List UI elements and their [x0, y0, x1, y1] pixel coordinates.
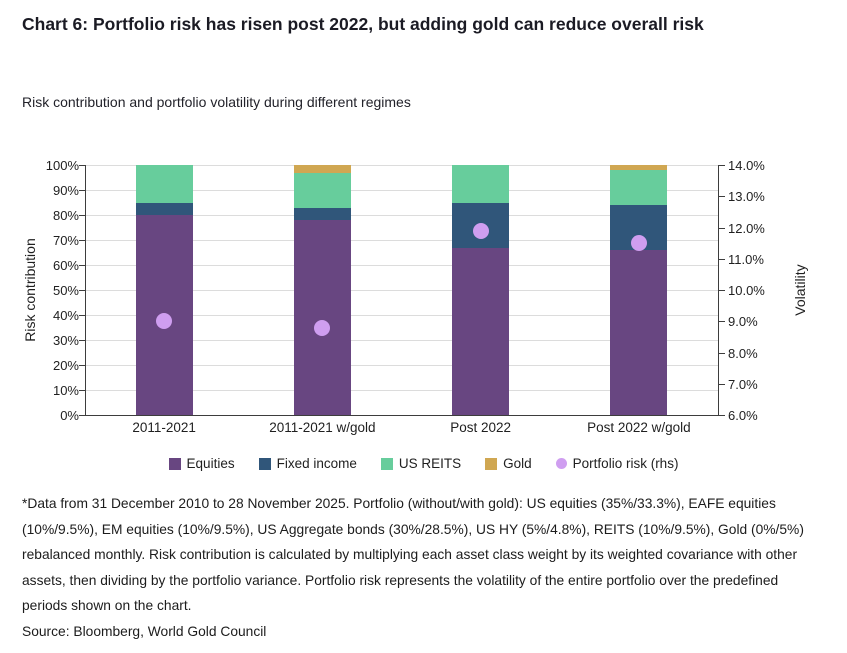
legend-label: Equities [186, 456, 235, 471]
left-tick-label: 50% [52, 283, 79, 298]
portfolio-risk-dot [472, 222, 489, 239]
legend: Equities Fixed income US REITS Gold Portfoli… [0, 456, 847, 471]
left-tick-mark [79, 215, 85, 216]
portfolio-risk-dot [630, 235, 647, 252]
left-tick-mark [79, 290, 85, 291]
left-tick-mark [79, 390, 85, 391]
left-tick-label: 90% [52, 183, 79, 198]
left-tick-label: 70% [52, 233, 79, 248]
legend-marker-square [258, 457, 271, 470]
gridline [85, 340, 718, 341]
left-tick-label: 10% [52, 383, 79, 398]
right-tick-label: 6.0% [728, 408, 758, 423]
bar-segment-fixed-income [135, 202, 193, 215]
right-tick-mark [719, 352, 725, 354]
legend-item-portfolio-risk-rhs-: Portfolio risk (rhs) [555, 456, 679, 471]
chart: Risk contribution Volatility Equities Fix… [0, 150, 847, 485]
right-tick-label: 11.0% [728, 251, 764, 267]
gridline [85, 365, 718, 366]
right-tick-mark [719, 383, 725, 385]
category-label: Post 2022 [450, 420, 512, 435]
bar-segment-us-reits [135, 165, 193, 203]
bar-segment-gold [610, 165, 668, 170]
left-tick-label: 80% [52, 208, 79, 223]
left-tick-label: 60% [52, 258, 79, 273]
bar-segment-equities [293, 220, 351, 415]
right-tick-label: 8.0% [728, 345, 758, 361]
right-tick-mark [719, 415, 725, 416]
right-axis-line [718, 165, 719, 416]
source-text: Source: Bloomberg, World Gold Council [22, 623, 267, 639]
right-tick-label: 12.0% [728, 220, 765, 236]
legend-label: Fixed income [276, 456, 357, 471]
legend-label: US REITS [398, 456, 462, 471]
legend-item-equities: Equities [168, 456, 235, 471]
right-tick-mark [719, 290, 725, 291]
chart-title: Chart 6: Portfolio risk has risen post 2… [22, 14, 704, 34]
bar-segment-equities [610, 250, 668, 415]
left-tick-mark [79, 165, 85, 166]
bar-segment-us-reits [293, 172, 351, 208]
footnote-text: *Data from 31 December 2010 to 28 Novemb… [22, 496, 804, 613]
bottom-axis-line [85, 415, 719, 416]
category-label: 2011-2021 [132, 420, 196, 435]
bar-segment-gold [293, 165, 351, 173]
legend-marker-square [168, 457, 181, 470]
right-tick-mark [719, 321, 725, 323]
legend-marker-square [485, 457, 498, 470]
left-tick-label: 30% [52, 333, 79, 348]
left-tick-label: 0% [60, 408, 79, 423]
category-label: 2011-2021 w/gold [269, 420, 376, 435]
gridline [85, 290, 718, 291]
left-tick-mark [79, 265, 85, 266]
right-tick-label: 14.0% [728, 158, 765, 173]
legend-marker-square [380, 457, 393, 470]
left-tick-mark [79, 340, 85, 341]
left-tick-mark [79, 415, 85, 416]
left-tick-mark [79, 315, 85, 316]
left-tick-mark [79, 240, 85, 241]
legend-item-gold: Gold [485, 456, 532, 471]
right-tick-mark [719, 227, 725, 229]
bar-segment-us-reits [452, 165, 510, 203]
right-tick-label: 10.0% [728, 283, 765, 298]
gridline [85, 390, 718, 391]
left-tick-mark [79, 365, 85, 366]
right-tick-label: 13.0% [728, 189, 765, 205]
legend-marker-circle [555, 458, 567, 469]
legend-item-fixed-income: Fixed income [258, 456, 357, 471]
legend-item-us-reits: US REITS [380, 456, 462, 471]
left-tick-mark [79, 190, 85, 191]
legend-label: Portfolio risk (rhs) [572, 456, 679, 471]
bar-segment-fixed-income [293, 207, 351, 220]
chart-subtitle: Risk contribution and portfolio volatili… [22, 94, 411, 110]
gridline [85, 190, 718, 191]
right-tick-label: 9.0% [728, 314, 758, 330]
left-tick-label: 100% [45, 158, 79, 173]
gridline [85, 240, 718, 241]
category-label: Post 2022 w/gold [587, 420, 691, 435]
right-tick-mark [719, 165, 725, 166]
left-axis-line [85, 165, 86, 416]
left-tick-label: 20% [52, 358, 79, 373]
right-tick-mark [719, 196, 725, 198]
portfolio-risk-dot [156, 313, 173, 330]
gridline [85, 315, 718, 316]
right-axis-title: Volatility [792, 264, 808, 316]
right-tick-label: 7.0% [728, 376, 758, 392]
right-tick-mark [719, 258, 725, 260]
gridline [85, 215, 718, 216]
legend-label: Gold [503, 456, 532, 471]
plot-area [85, 165, 718, 415]
left-tick-label: 40% [52, 308, 79, 323]
notes-block: *Data from 31 December 2010 to 28 Novemb… [22, 491, 812, 644]
bar-segment-equities [452, 247, 510, 415]
bar-segment-us-reits [610, 170, 668, 205]
portfolio-risk-dot [314, 319, 331, 336]
gridline [85, 165, 718, 166]
gridline [85, 265, 718, 266]
